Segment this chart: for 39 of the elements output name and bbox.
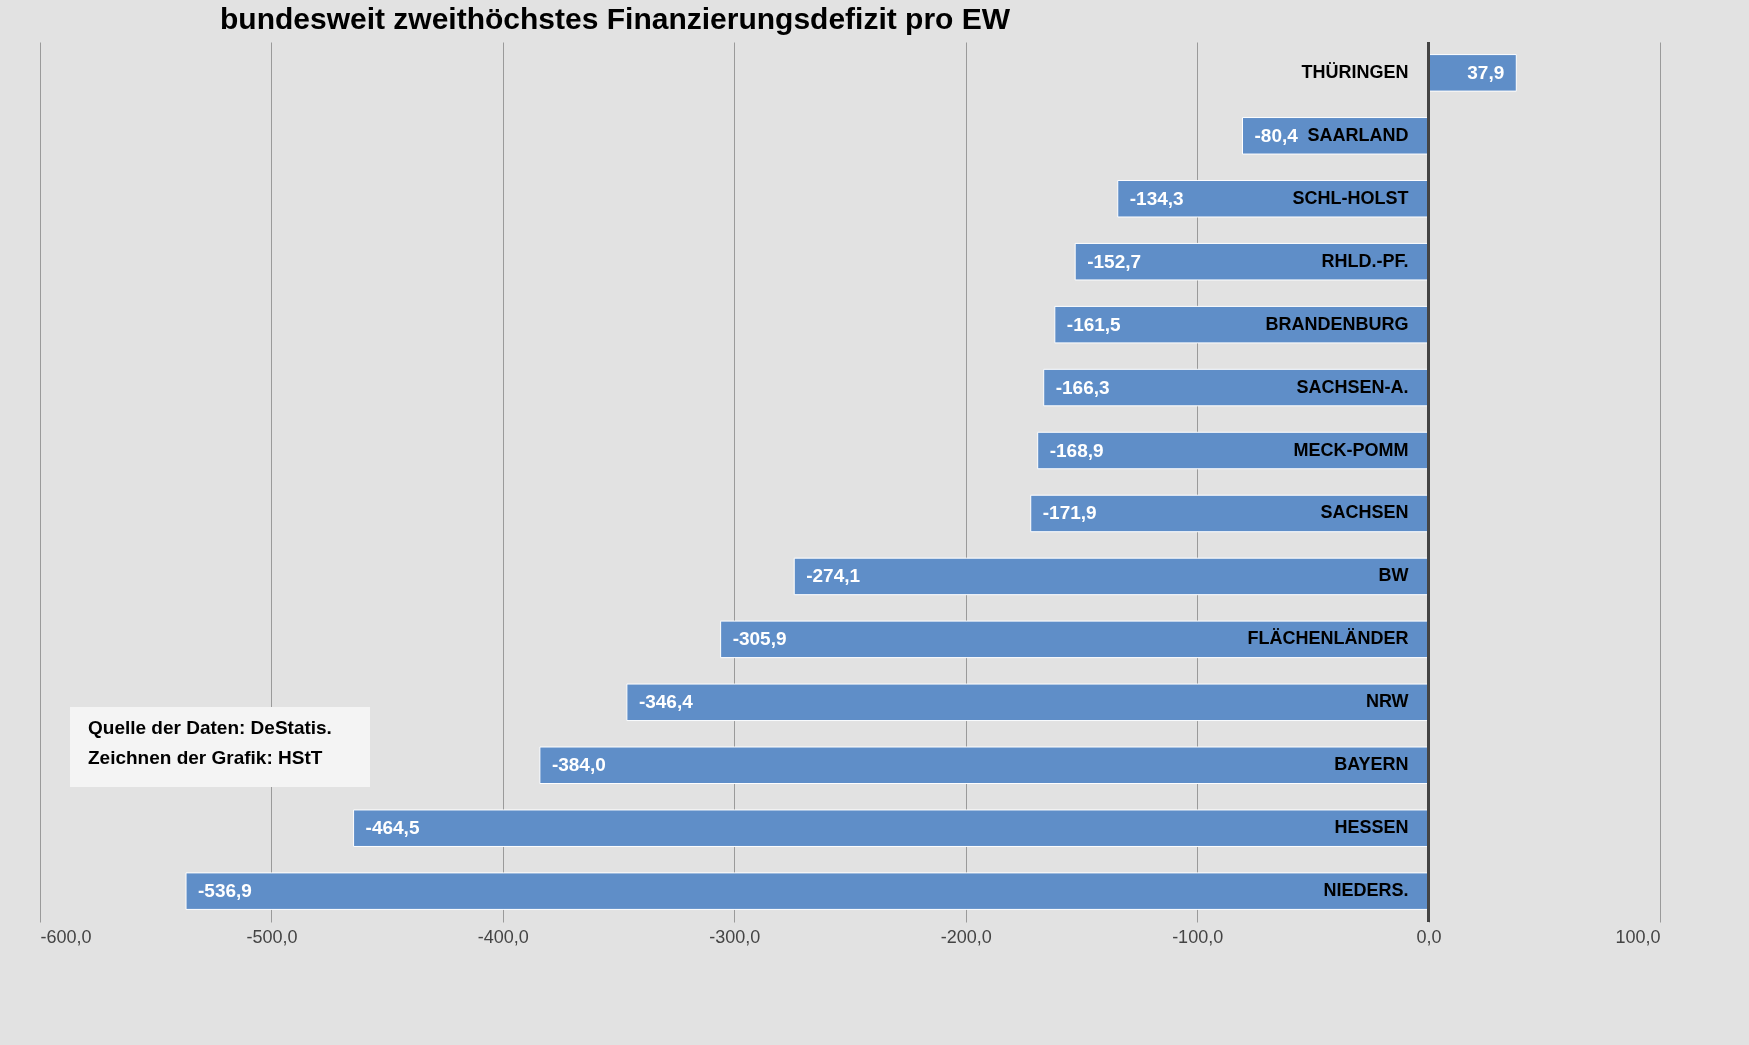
- annotation: Quelle der Daten: DeStatis.: [88, 717, 332, 738]
- data-label: -305,9: [732, 628, 787, 650]
- y-tick-label: BAYERN: [1334, 754, 1409, 775]
- data-label: -152,7: [1087, 250, 1142, 272]
- data-label: -274,1: [806, 565, 861, 587]
- y-tick-label: MECK-POMM: [1293, 439, 1409, 460]
- x-tick-label: 0,0: [1416, 926, 1442, 947]
- y-tick-label: SCHL-HOLST: [1292, 187, 1409, 208]
- y-tick-label: BW: [1378, 565, 1409, 586]
- data-label: -168,9: [1049, 439, 1104, 461]
- data-label: 37,9: [1467, 61, 1505, 83]
- x-tick-label: -200,0: [940, 926, 992, 947]
- y-tick-label: NRW: [1365, 691, 1409, 712]
- data-label: -536,9: [198, 880, 252, 902]
- y-tick-label: BRANDENBURG: [1265, 313, 1409, 334]
- x-tick-label: -400,0: [477, 926, 529, 947]
- y-tick-label: SACHSEN: [1320, 502, 1409, 523]
- annotation: Zeichnen der Grafik: HStT: [88, 747, 323, 768]
- y-tick-label: RHLD.-PF.: [1321, 250, 1409, 271]
- data-label: -384,0: [551, 754, 606, 776]
- data-label: -80,4: [1254, 124, 1299, 146]
- data-label: -161,5: [1066, 313, 1122, 335]
- x-tick-label: -100,0: [1172, 926, 1224, 947]
- y-tick-label: NIEDERS.: [1323, 880, 1409, 901]
- data-label: -166,3: [1055, 376, 1110, 398]
- data-label: -171,9: [1042, 502, 1097, 524]
- y-tick-label: FLÄCHENLÄNDER: [1247, 628, 1409, 649]
- x-tick-label: -600,0: [40, 926, 92, 947]
- y-tick-label: HESSEN: [1334, 817, 1409, 838]
- data-label: -464,5: [365, 817, 420, 839]
- y-tick-label: SACHSEN-A.: [1296, 376, 1409, 397]
- x-tick-label: 100,0: [1615, 926, 1661, 947]
- data-label: -346,4: [638, 691, 694, 713]
- data-label: -134,3: [1129, 187, 1184, 209]
- y-tick-label: SAARLAND: [1307, 124, 1409, 145]
- y-tick-label: THÜRINGEN: [1301, 61, 1409, 82]
- x-tick-label: -300,0: [709, 926, 761, 947]
- x-tick-label: -500,0: [246, 926, 298, 947]
- chart-title: bundesweit zweithöchstes Finanzierungsdefizit pro EW: [220, 2, 1011, 35]
